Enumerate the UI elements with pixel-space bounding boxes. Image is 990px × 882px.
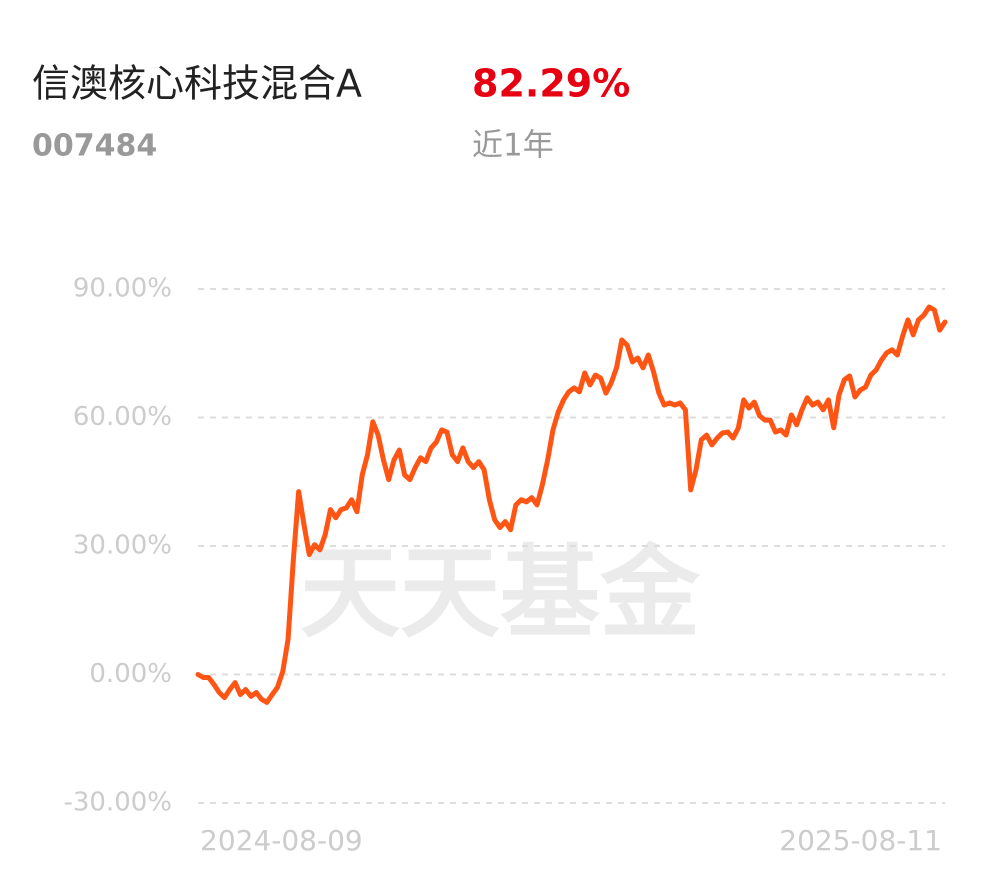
y-tick-label: 60.00% xyxy=(73,402,172,432)
y-tick-label: 0.00% xyxy=(89,659,172,689)
data-line xyxy=(195,304,948,705)
y-tick-label: 30.00% xyxy=(73,531,172,561)
fund-code: 007484 xyxy=(32,129,157,164)
return-value: 82.29% xyxy=(472,62,630,106)
x-tick-label: 2024-08-09 xyxy=(200,824,363,857)
y-tick-label: 90.00% xyxy=(73,274,172,304)
period: 近1年 xyxy=(472,128,554,164)
watermark: 天天基金 xyxy=(300,534,701,651)
chart-title: 信澳核心科技混合A xyxy=(32,62,362,106)
x-tick-label: 2025-08-11 xyxy=(779,824,942,857)
y-tick-label: -30.00% xyxy=(63,788,172,818)
